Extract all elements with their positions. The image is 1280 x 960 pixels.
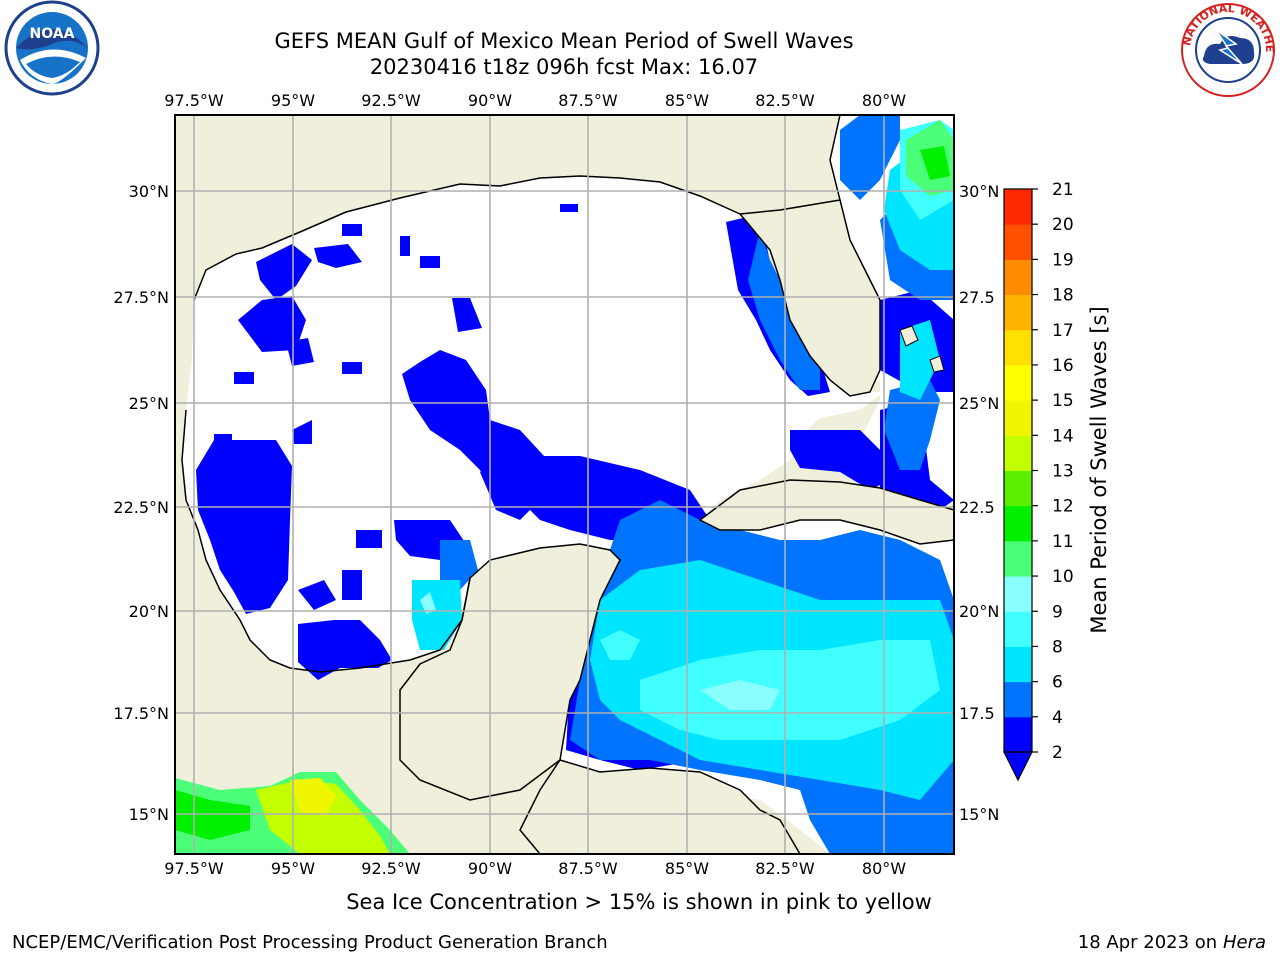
colorbar-segment	[1004, 435, 1032, 471]
colorbar-tick-label: 4	[1052, 708, 1063, 728]
colorbar: 2 4 6 8 9 10 11 12 13 14 15 16 17 18 19 20 21 Mean Perio…	[1003, 180, 1111, 782]
colorbar-tick-label: 2	[1052, 743, 1063, 763]
map-area	[175, 115, 954, 854]
lon-label: 85°W	[665, 859, 709, 878]
colorbar-segment	[1004, 716, 1032, 753]
colorbar-tick-label: 8	[1052, 637, 1063, 657]
colorbar-tick-label: 6	[1052, 673, 1063, 693]
lon-label: 92.5°W	[361, 859, 421, 878]
colorbar-segment	[1004, 189, 1032, 225]
colorbar-tick-label: 14	[1052, 426, 1074, 446]
bahamas	[899, 325, 945, 373]
map-gridlines	[175, 115, 954, 854]
chart-title: GEFS MEAN Gulf of Mexico Mean Period of …	[274, 29, 854, 53]
colorbar-segment	[1004, 646, 1032, 683]
lon-label: 92.5°W	[361, 91, 421, 110]
noaa-logo: NOAA	[4, 0, 100, 96]
colorbar-segment	[1004, 470, 1032, 507]
generation-date: 18 Apr 2023 on Hera	[1078, 932, 1266, 953]
lat-label: 27.5	[959, 288, 995, 307]
us-gulf-coast	[235, 175, 741, 255]
lon-label: 80°W	[862, 91, 906, 110]
colorbar-tick-label: 16	[1052, 356, 1074, 376]
colorbar-segment	[1004, 224, 1032, 260]
colorbar-segment	[1004, 505, 1032, 542]
colorbar-tick-label: 19	[1052, 250, 1074, 270]
lat-label: 20°N	[129, 602, 169, 621]
svg-text:NOAA: NOAA	[30, 26, 75, 42]
colorbar-segments	[1004, 189, 1032, 753]
cuba	[698, 479, 954, 545]
colorbar-segment	[1004, 681, 1032, 718]
colorbar-segment	[1004, 400, 1032, 436]
atlantic-coast	[829, 115, 841, 201]
lon-label: 97.5°W	[164, 91, 224, 110]
lon-label: 95°W	[271, 859, 315, 878]
lat-labels-right: 30°N 27.5 25°N 22.5 20°N 17.5 15°N	[959, 182, 999, 824]
lat-label: 30°N	[959, 182, 999, 201]
yucatan-peninsula	[399, 543, 621, 801]
central-america	[519, 759, 801, 854]
colorbar-label: Mean Period of Swell Waves [s]	[1087, 306, 1111, 633]
colorbar-segment	[1004, 611, 1032, 647]
mexico-coast	[181, 253, 471, 673]
colorbar-under-arrow	[1003, 751, 1033, 782]
lat-label: 15°N	[959, 805, 999, 824]
national-weather-service-logo: NATIONAL WEATHER SERVICE	[1176, 0, 1276, 97]
colorbar-tick-label: 10	[1052, 567, 1074, 587]
lon-label: 82.5°W	[755, 91, 815, 110]
colorbar-segment	[1004, 259, 1032, 296]
lat-label: 27.5°N	[113, 288, 169, 307]
lon-label: 95°W	[271, 91, 315, 110]
sea-ice-note: Sea Ice Concentration > 15% is shown in …	[346, 890, 932, 914]
colorbar-tick-label: 17	[1052, 321, 1074, 341]
florida	[738, 199, 881, 397]
colorbar-segment	[1004, 576, 1032, 612]
chart-subtitle: 20230416 t18z 096h fcst Max: 16.07	[369, 55, 759, 79]
lon-labels-top: 97.5°W 95°W 92.5°W 90°W 87.5°W 85°W 82.5…	[164, 91, 906, 110]
swell-9s	[420, 592, 780, 710]
colorbar-tick-label: 12	[1052, 497, 1074, 517]
lat-label: 25°N	[129, 394, 169, 413]
colorbar-tick-label: 15	[1052, 391, 1074, 411]
colorbar-tick-label: 9	[1052, 602, 1063, 622]
lon-label: 90°W	[468, 859, 512, 878]
lon-label: 85°W	[665, 91, 709, 110]
generation-date-text: 18 Apr 2023 on	[1077, 932, 1218, 953]
lon-label: 87.5°W	[558, 859, 618, 878]
lon-labels-bottom: 97.5°W 95°W 92.5°W 90°W 87.5°W 85°W 82.5…	[164, 859, 906, 878]
lat-label: 17.5	[959, 704, 995, 723]
colorbar-segment	[1004, 329, 1032, 366]
map-frame	[174, 114, 955, 855]
lat-label: 22.5°N	[113, 498, 169, 517]
colorbar-tick-label: 18	[1052, 286, 1074, 306]
lat-label: 25°N	[959, 394, 999, 413]
lat-labels-left: 30°N 27.5°N 25°N 22.5°N 20°N 17.5°N 15°N	[113, 182, 169, 824]
colorbar-tick-label: 20	[1052, 215, 1074, 235]
swell-10-11s	[906, 120, 954, 196]
colorbar-tick-label: 13	[1052, 462, 1074, 482]
host-name: Hera	[1222, 932, 1266, 953]
lat-label: 30°N	[129, 182, 169, 201]
colorbar-segment	[1004, 540, 1032, 577]
lat-label: 15°N	[129, 805, 169, 824]
colorbar-segment	[1004, 294, 1032, 331]
lat-label: 22.5	[959, 498, 995, 517]
colorbar-segment	[1004, 364, 1032, 401]
lon-label: 80°W	[862, 859, 906, 878]
colorbar-tick-label: 11	[1052, 532, 1074, 552]
colorbar-tick-label: 21	[1052, 180, 1074, 200]
lat-label: 20°N	[959, 602, 999, 621]
producer-credit: NCEP/EMC/Verification Post Processing Pr…	[12, 932, 608, 953]
colorbar-ticks: 2 4 6 8 9 10 11 12 13 14 15 16 17 18 19 20 21	[1032, 180, 1074, 763]
lon-label: 82.5°W	[755, 859, 815, 878]
lon-label: 97.5°W	[164, 859, 224, 878]
lon-label: 87.5°W	[558, 91, 618, 110]
lon-label: 90°W	[468, 91, 512, 110]
lat-label: 17.5°N	[113, 704, 169, 723]
